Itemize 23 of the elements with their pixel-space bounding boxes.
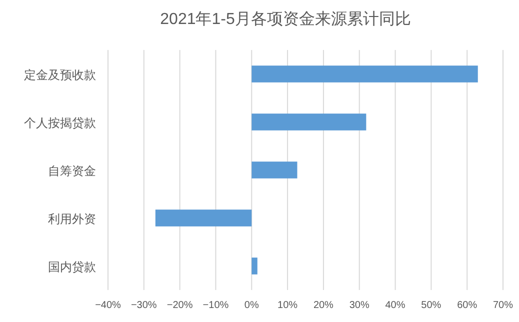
x-tick-label: −40% [95,300,122,311]
bar [252,258,258,274]
x-tick-label: 50% [421,300,442,311]
x-tick-label: 40% [385,300,406,311]
bar [252,66,478,82]
chart-title: 2021年1-5月各项资金来源累计同比 [160,10,411,28]
y-tick-label: 自筹资金 [48,164,96,178]
x-tick-label: 60% [457,300,478,311]
x-tick-label: 30% [349,300,370,311]
y-tick-label: 利用外资 [48,212,96,226]
x-tick-label: −20% [166,300,193,311]
y-tick-label: 个人按揭贷款 [24,116,96,130]
x-tick-label: 10% [278,300,298,311]
bar [252,162,298,178]
bar [155,210,252,226]
x-tick-label: −10% [202,300,229,311]
y-tick-label: 定金及预收款 [24,68,96,82]
y-tick-label: 国内贷款 [48,260,96,274]
x-tick-label: 20% [313,300,334,311]
x-tick-label: 0% [244,300,259,311]
x-tick-label: −30% [130,300,157,311]
bar [252,114,366,130]
x-tick-label: 70% [492,300,514,311]
